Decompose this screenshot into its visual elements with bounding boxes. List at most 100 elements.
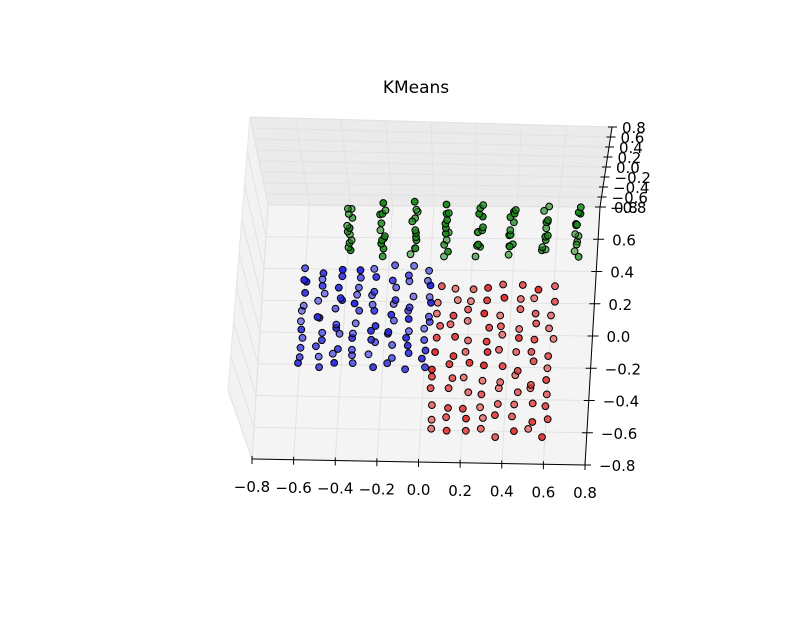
scatter-point-series-0 [464, 336, 472, 345]
z-tick-label: 0.2 [618, 149, 642, 167]
scatter-point-series-0 [462, 414, 470, 423]
scatter-point-series-1 [371, 322, 380, 330]
left-gridline [244, 185, 265, 269]
scatter-point-series-0 [467, 297, 475, 306]
left-gridline [230, 355, 255, 428]
x-tick-label: 0.0 [407, 481, 431, 499]
scatter-point-series-0 [534, 285, 543, 294]
scatter-point-series-1 [372, 273, 381, 281]
scatter-point-series-1 [332, 320, 341, 329]
scatter-point-series-0 [512, 348, 521, 356]
scatter-point-series-1 [334, 283, 343, 292]
scatter-point-series-1 [384, 328, 393, 336]
scatter-point-series-2 [411, 244, 420, 253]
scatter-point-series-1 [319, 269, 328, 278]
scatter-point-series-2 [506, 226, 515, 235]
scatter-point-series-2 [538, 243, 547, 252]
scatter-point-series-0 [524, 425, 533, 433]
scatter-point-series-2 [474, 240, 483, 249]
left-gridline [246, 151, 267, 237]
scatter-point-series-0 [479, 414, 487, 422]
scatter-point-series-0 [549, 335, 558, 343]
scatter-point-series-0 [465, 358, 474, 367]
scatter-point-series-0 [516, 295, 525, 303]
scatter-point-series-0 [500, 293, 509, 302]
scatter-point-series-2 [380, 232, 389, 241]
scatter-point-series-0 [538, 433, 546, 442]
scatter-point-series-1 [420, 324, 429, 333]
scatter-point-series-2 [410, 197, 419, 206]
scatter-point-series-1 [368, 300, 377, 309]
scatter-point-series-0 [532, 319, 541, 328]
scatter-point-series-1 [356, 273, 365, 282]
scatter-point-series-1 [387, 310, 396, 319]
scatter-point-series-0 [496, 378, 505, 387]
scatter-point-series-1 [314, 296, 323, 305]
scatter-point-series-0 [483, 296, 492, 305]
z-tick-label: 0.8 [622, 119, 646, 137]
scatter-point-series-2 [545, 202, 554, 211]
z-tick-label: −0.8 [610, 199, 646, 217]
scatter-point-series-0 [442, 413, 451, 422]
scatter-point-series-0 [464, 305, 473, 314]
scatter-point-series-0 [449, 352, 458, 361]
scatter-point-series-0 [476, 403, 485, 412]
scatter-point-series-1 [295, 353, 304, 362]
scatter-point-series-0 [513, 367, 522, 375]
y-tick-label: 0.2 [608, 296, 632, 314]
scatter-point-series-0 [477, 390, 486, 399]
scatter-point-series-0 [497, 322, 505, 331]
back-gridline-x [340, 119, 352, 206]
scatter-point-series-1 [299, 301, 308, 310]
back-gridline-x [516, 124, 522, 207]
scatter-point-series-1 [420, 336, 429, 344]
scatter-point-series-2 [479, 201, 488, 210]
scatter-point-series-1 [405, 327, 413, 336]
scatter-point-series-0 [437, 282, 446, 291]
scatter-point-series-2 [377, 219, 386, 228]
scatter-point-series-1 [418, 354, 426, 363]
z-tick-label: 0.0 [616, 159, 640, 177]
scatter-point-series-0 [442, 426, 451, 435]
scatter-point-series-1 [355, 306, 364, 315]
scatter-point-series-1 [330, 359, 339, 367]
y-tick-label: −0.2 [605, 360, 641, 378]
scatter-point-series-2 [408, 217, 417, 226]
scatter-point-series-2 [573, 220, 581, 229]
scatter-point-series-0 [544, 352, 553, 361]
scatter-point-series-0 [531, 309, 540, 318]
scatter-point-series-2 [442, 236, 451, 245]
scatter-point-series-1 [425, 312, 433, 321]
scatter-point-series-0 [491, 433, 500, 442]
scatter-point-series-2 [570, 247, 579, 256]
scatter-point-series-0 [498, 362, 507, 371]
scatter-point-series-2 [571, 230, 580, 239]
scatter-point-series-0 [449, 311, 458, 320]
scatter-point-series-0 [547, 311, 555, 320]
scatter-point-series-2 [381, 206, 390, 215]
left-gridline [238, 253, 261, 333]
scatter-point-series-0 [476, 424, 485, 433]
scatter-point-series-1 [318, 282, 327, 290]
scatter-point-series-0 [527, 348, 536, 356]
scatter-point-series-1 [424, 276, 432, 285]
scatter-point-series-0 [530, 294, 539, 303]
scatter-point-series-1 [338, 272, 347, 281]
scatter-point-series-2 [344, 204, 352, 213]
scatter-point-series-0 [446, 320, 455, 329]
scatter-point-series-1 [300, 276, 309, 284]
scatter-point-series-1 [312, 342, 320, 351]
scatter-point-series-1 [301, 289, 310, 297]
scatter-point-series-0 [451, 284, 460, 293]
left-gridline [233, 321, 257, 396]
scatter-point-series-0 [528, 399, 537, 408]
scatter-point-series-1 [404, 349, 413, 358]
x-tick-label: −0.8 [234, 478, 270, 496]
scatter-point-series-0 [518, 281, 527, 289]
scatter-point-series-2 [442, 200, 451, 209]
scatter-point-series-2 [479, 223, 487, 232]
scatter-point-series-2 [343, 221, 352, 230]
scatter-point-series-0 [516, 305, 525, 314]
scatter-point-series-1 [355, 283, 363, 292]
